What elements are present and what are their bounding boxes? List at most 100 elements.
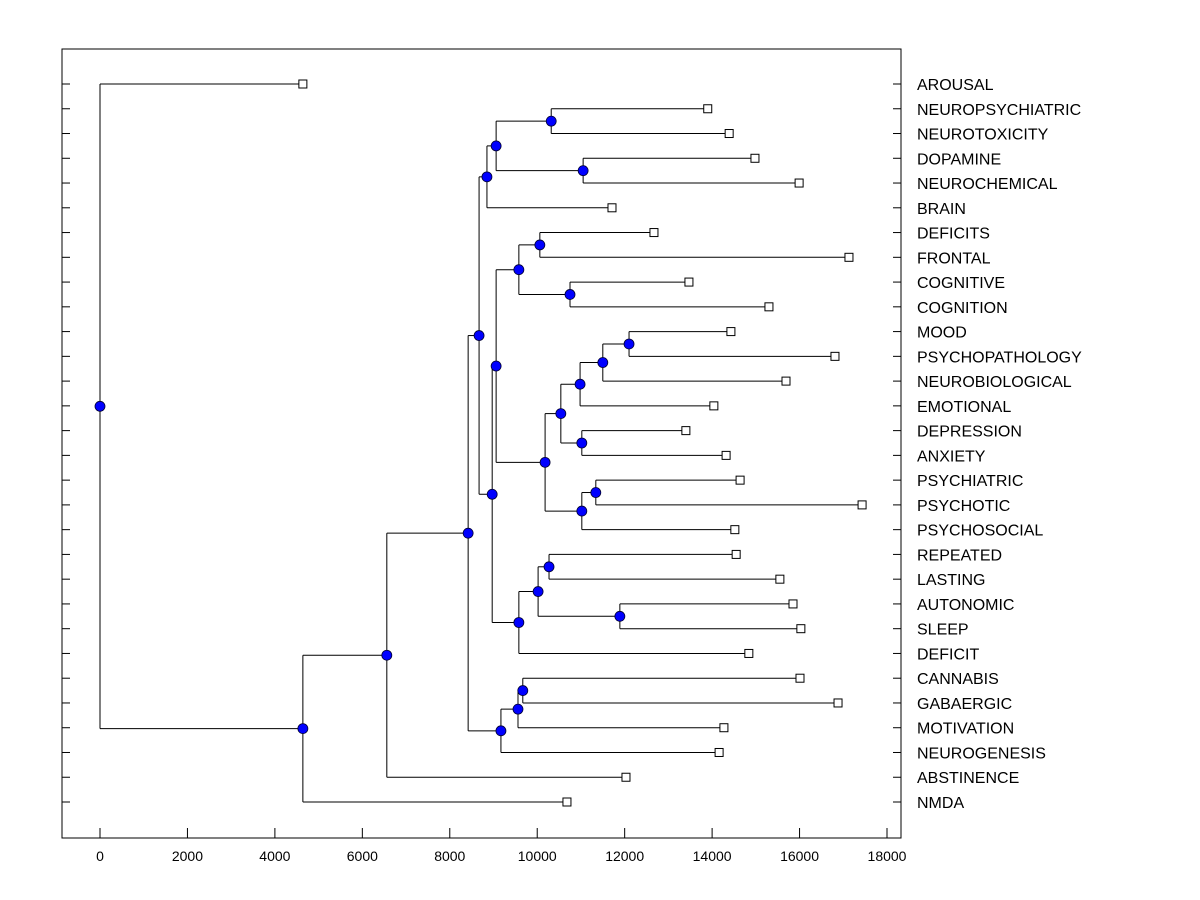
cluster-node	[623, 338, 635, 350]
cluster-node	[543, 561, 555, 573]
leaf-label: MOOD	[917, 325, 967, 342]
cluster-node	[576, 437, 588, 449]
leaf-marker	[795, 673, 805, 683]
leaf-label: NMDA	[917, 795, 964, 812]
cluster-node	[512, 703, 524, 715]
cluster-node	[473, 330, 485, 341]
leaf-label: FRONTAL	[917, 250, 991, 267]
leaf-marker	[794, 178, 804, 188]
leaf-marker	[621, 772, 631, 782]
leaf-label: GABAERGIC	[917, 696, 1012, 713]
leaf-marker	[788, 599, 798, 609]
leaf-marker	[703, 104, 713, 114]
leaf-marker	[735, 475, 745, 485]
leaf-label: AROUSAL	[917, 77, 994, 94]
leaf-marker	[833, 698, 843, 708]
leaf-marker	[731, 549, 741, 559]
cluster-node	[462, 527, 474, 539]
leaf-marker	[649, 228, 659, 238]
leaf-label: DEFICIT	[917, 646, 979, 663]
cluster-node	[577, 165, 589, 177]
leaf-marker	[607, 203, 617, 213]
leaf-marker	[781, 376, 791, 386]
cluster-node	[590, 487, 602, 498]
cluster-node	[539, 456, 551, 468]
leaf-label: REPEATED	[917, 547, 1002, 564]
x-tick-label: 2000	[172, 848, 203, 864]
cluster-node	[545, 115, 557, 127]
plot-frame	[61, 48, 902, 839]
cluster-node	[574, 378, 586, 390]
leaf-marker	[298, 79, 308, 89]
leaf-label: EMOTIONAL	[917, 399, 1011, 416]
leaf-label: PSYCHOSOCIAL	[917, 523, 1043, 540]
leaf-label: NEUROBIOLOGICAL	[917, 374, 1072, 391]
x-tick-label: 6000	[347, 848, 378, 864]
x-tick-label: 16000	[780, 848, 819, 864]
leaf-markers	[298, 79, 867, 807]
leaf-labels: AROUSAL NEUROPSYCHIATRIC NEUROTOXICITY DOPA…	[917, 77, 1082, 812]
leaf-label: NEUROCHEMICAL	[917, 176, 1058, 193]
x-tick-label: 14000	[693, 848, 732, 864]
leaf-label: PSYCHOPATHOLOGY	[917, 349, 1082, 366]
x-tick-label: 10000	[518, 848, 557, 864]
leaf-marker	[681, 426, 691, 436]
leaf-marker	[744, 648, 754, 658]
x-tick-label: 4000	[259, 848, 290, 864]
branches	[99, 83, 863, 803]
cluster-node	[517, 685, 529, 696]
x-tick-label: 12000	[605, 848, 644, 864]
cluster-node	[614, 610, 626, 622]
cluster-node	[564, 289, 576, 300]
leaf-marker	[764, 302, 774, 312]
leaf-label: NEUROGENESIS	[917, 745, 1046, 762]
cluster-node	[490, 360, 502, 372]
leaf-marker	[726, 327, 736, 337]
y-ticks	[62, 83, 901, 803]
leaf-marker	[844, 252, 854, 262]
leaf-marker	[830, 351, 840, 361]
leaf-marker	[796, 624, 806, 634]
cluster-node	[513, 264, 525, 276]
cluster-node	[490, 140, 502, 152]
leaf-label: SLEEP	[917, 622, 969, 639]
leaf-label: NEUROTOXICITY	[917, 127, 1049, 144]
leaf-label: CANNABIS	[917, 671, 999, 688]
internal-nodes	[94, 115, 635, 737]
leaf-label: AUTONOMIC	[917, 597, 1014, 614]
cluster-node	[597, 357, 609, 368]
leaf-marker	[714, 747, 724, 757]
leaf-marker	[684, 277, 694, 287]
cluster-node	[381, 649, 393, 661]
cluster-node	[555, 408, 567, 419]
cluster-node	[532, 586, 544, 597]
leaf-marker	[750, 153, 760, 163]
leaf-marker	[775, 574, 785, 584]
x-ticks: 0 2000 4000 6000 8000 10000 12000 14000 16000 180…	[96, 828, 907, 864]
cluster-node	[513, 617, 525, 628]
leaf-marker	[724, 129, 734, 139]
leaf-label: PSYCHOTIC	[917, 498, 1010, 515]
leaf-label: PSYCHIATRIC	[917, 473, 1023, 490]
leaf-label: DEFICITS	[917, 226, 990, 243]
leaf-marker	[719, 723, 729, 733]
leaf-label: ABSTINENCE	[917, 770, 1019, 787]
leaf-label: BRAIN	[917, 201, 966, 218]
x-tick-label: 0	[96, 848, 104, 864]
cluster-node	[534, 239, 546, 251]
cluster-node	[94, 400, 106, 412]
leaf-marker	[562, 797, 572, 807]
leaf-label: DOPAMINE	[917, 151, 1001, 168]
leaf-label: ANXIETY	[917, 448, 986, 465]
x-tick-label: 18000	[868, 848, 907, 864]
x-tick-label: 8000	[434, 848, 465, 864]
leaf-label: DEPRESSION	[917, 424, 1022, 441]
leaf-label: MOTIVATION	[917, 721, 1014, 738]
leaf-label: LASTING	[917, 572, 985, 589]
cluster-node	[481, 171, 493, 183]
leaf-label: NEUROPSYCHIATRIC	[917, 102, 1081, 119]
cluster-node	[297, 723, 309, 735]
leaf-label: COGNITION	[917, 300, 1008, 317]
leaf-marker	[857, 500, 867, 510]
